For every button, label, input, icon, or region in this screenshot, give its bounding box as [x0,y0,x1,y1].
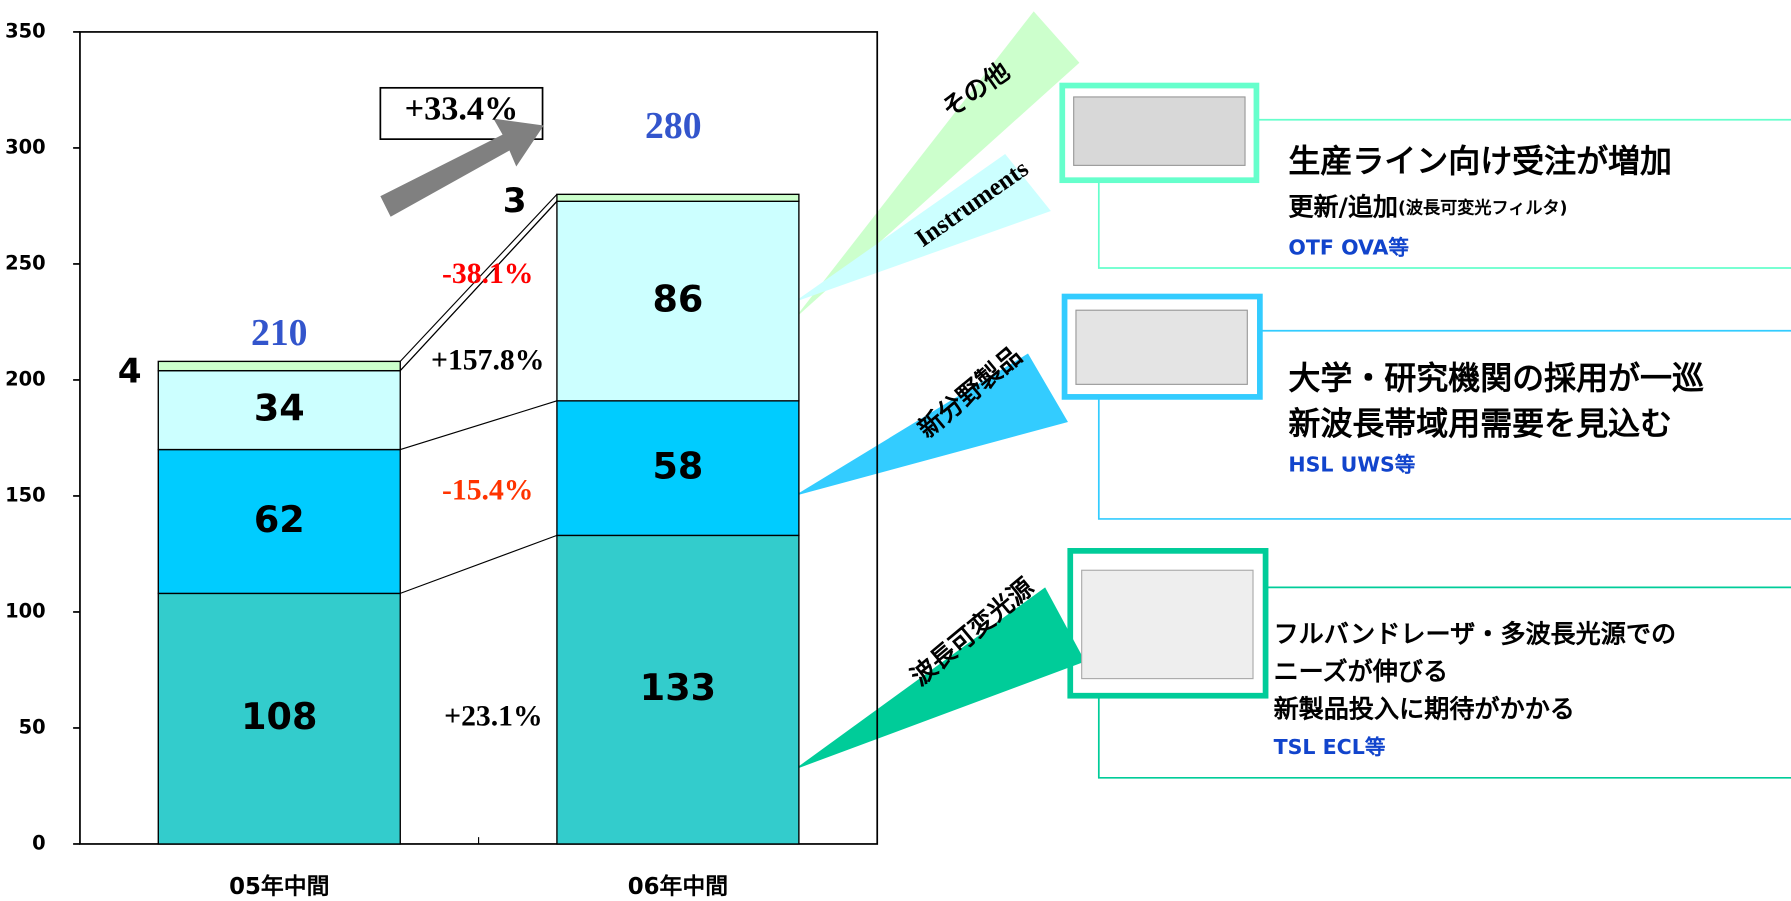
segment-label: 3 [503,181,527,221]
total-label: 210 [251,312,308,354]
change-label: +33.4% [405,90,519,128]
y-tick-label: 350 [5,19,46,42]
change-label: +157.8% [431,345,544,377]
connector [399,200,558,372]
callout-arrow [793,153,1051,303]
callout-text: 新波長帯域用需要を見込む [1288,404,1672,442]
bar-segment [556,400,800,537]
y-tick-label: 250 [5,251,46,274]
connector [400,400,558,451]
segment-label: 34 [254,387,305,430]
x-tick-label: 05年中間 [229,873,329,900]
bar-segment [157,360,401,372]
callout-frames [1059,82,1791,779]
segment-label: 108 [241,695,317,738]
segment-label: 62 [254,498,305,541]
callout-model: OTF OVA等 [1288,236,1409,260]
segment-label: 133 [640,666,716,709]
callout-arrow [793,11,1080,320]
y-tick-label: 0 [32,831,46,854]
callout-arrow [793,587,1086,770]
callout-text: フルバンドレーザ・多波長光源での [1274,619,1677,648]
callout-model: HSL UWS等 [1288,452,1415,476]
x-tick-label: 06年中間 [628,873,728,900]
segment-label: 4 [118,351,142,391]
bar-segment [157,448,401,595]
callout-text: ニーズが伸びる [1274,657,1449,686]
y-tick-label: 200 [5,367,46,390]
change-label: -15.4% [442,475,534,507]
change-label: +23.1% [444,700,543,732]
callout-text: 新製品投入に期待がかかる [1274,695,1575,724]
bar-segment [157,592,401,845]
segment-label: 86 [652,278,703,321]
callout-text: 更新/追加(波長可変光フィルタ) [1288,193,1567,222]
callout-text: 生産ライン向け受注が増加 [1288,142,1672,180]
bar-segment [157,369,401,451]
callout-arrow [793,353,1068,497]
y-tick-label: 50 [19,715,46,738]
y-tick-label: 100 [5,599,46,622]
total-label: 280 [645,105,702,147]
growth-arrow [380,118,544,217]
product-images [1073,96,1254,680]
callout-note: (波長可変光フィルタ) [1398,198,1567,219]
callout-text: 大学・研究機関の採用が一巡 [1288,359,1704,397]
bar-segment [556,193,800,202]
y-tick-label: 150 [5,483,46,506]
connector [400,534,558,594]
callout-model: TSL ECL等 [1274,735,1386,759]
segment-label: 58 [652,445,703,488]
y-tick-label: 300 [5,135,46,158]
change-label: -38.1% [442,258,534,290]
connector [399,193,558,362]
bar-segment [556,534,800,845]
bar-segment [556,200,800,402]
